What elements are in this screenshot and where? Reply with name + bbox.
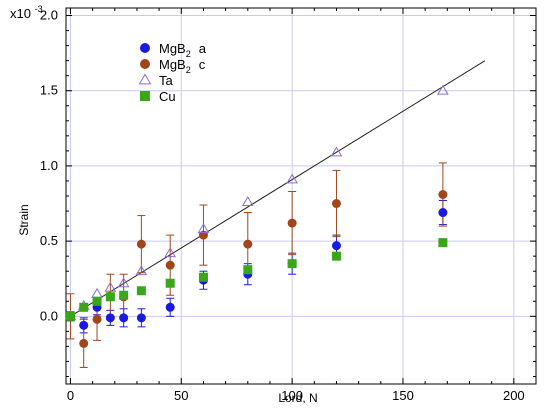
x-tick-label: 0 — [67, 388, 74, 403]
fit-line-layer — [70, 60, 486, 317]
point-ta — [197, 223, 210, 234]
x-tick-label: 100 — [281, 388, 303, 403]
grid — [66, 8, 536, 384]
y-tick-label: 1.0 — [40, 158, 58, 173]
point-mgb2-a — [331, 241, 341, 251]
point-ta — [164, 247, 177, 258]
point-cu — [79, 302, 89, 312]
point-mgb2-c — [92, 314, 102, 324]
legend-name: MgB — [159, 57, 186, 72]
legend-entry-mgb2-c: MgB2 c — [159, 57, 206, 75]
point-mgb2-c — [243, 239, 253, 249]
legend-marker-mgb2-a — [140, 43, 150, 53]
point-mgb2-c — [165, 260, 175, 270]
point-cu — [331, 251, 341, 261]
point-cu — [119, 290, 129, 300]
point-mgb2-a — [79, 320, 89, 330]
point-ta — [104, 281, 117, 292]
legend-entry-mgb2-a: MgB2 a — [159, 41, 207, 59]
error-bars — [66, 162, 447, 368]
legend-marker-ta — [138, 73, 152, 85]
legend-name-subscript: 2 — [186, 65, 191, 75]
legend-name: Cu — [159, 89, 176, 104]
y-tick-label: 0.5 — [40, 233, 58, 248]
y-axis-label: Strain — [17, 204, 31, 235]
point-cu — [65, 311, 75, 321]
point-ta — [241, 196, 254, 206]
plot-frame — [65, 7, 537, 385]
point-mgb2-c — [79, 338, 89, 348]
x-tick-label: 200 — [503, 388, 525, 403]
y-axis-exponent-base: x10 — [10, 6, 31, 21]
point-ta — [135, 265, 148, 276]
point-cu — [136, 286, 146, 296]
point-mgb2-c — [198, 230, 208, 240]
legend-name-tail: c — [199, 57, 206, 72]
legend-name-tail: a — [199, 41, 207, 56]
point-mgb2-c — [287, 218, 297, 228]
y-axis-exponent: x10 -3 — [10, 4, 43, 21]
x-axis-label: Lord, N — [278, 391, 317, 405]
point-ta — [437, 84, 449, 95]
y-tick-label: 2.0 — [40, 8, 58, 23]
legend-name-subscript: 2 — [186, 49, 191, 59]
point-mgb2-c — [136, 239, 146, 249]
point-mgb2-c — [438, 189, 448, 199]
point-mgb2-a — [119, 313, 129, 323]
legend-marker-mgb2-c — [140, 59, 150, 69]
point-mgb2-c — [331, 199, 341, 209]
legend-marker-cu — [140, 91, 150, 101]
point-mgb2-a — [438, 208, 448, 218]
x-tick-label: 150 — [392, 388, 414, 403]
point-mgb2-a — [105, 313, 115, 323]
point-cu — [92, 296, 102, 306]
point-ta — [330, 146, 343, 157]
data-points — [64, 84, 449, 348]
point-mgb2-a — [136, 313, 146, 323]
y-tick-label: 1.5 — [40, 83, 58, 98]
point-cu — [243, 265, 253, 275]
point-cu — [105, 292, 115, 302]
point-mgb2-a — [165, 302, 175, 312]
legend-name: Ta — [159, 73, 174, 88]
x-tick-label: 50 — [174, 388, 188, 403]
point-cu — [165, 278, 175, 288]
legend-entry-cu: Cu — [159, 89, 176, 104]
legend-name: MgB — [159, 41, 186, 56]
y-tick-label: 0.0 — [40, 308, 58, 323]
point-ta — [91, 287, 103, 298]
point-ta — [286, 173, 298, 184]
legend-entry-ta: Ta — [159, 73, 174, 88]
y-axis-exponent-power: -3 — [35, 4, 43, 14]
fit-line — [70, 60, 486, 317]
point-cu — [438, 238, 448, 248]
point-ta — [117, 277, 130, 288]
axis-ticks: 0 50 100 150 200 0.0 0.5 1.0 1.5 2.0 — [40, 8, 536, 403]
point-cu — [287, 259, 297, 269]
point-cu — [198, 272, 208, 282]
